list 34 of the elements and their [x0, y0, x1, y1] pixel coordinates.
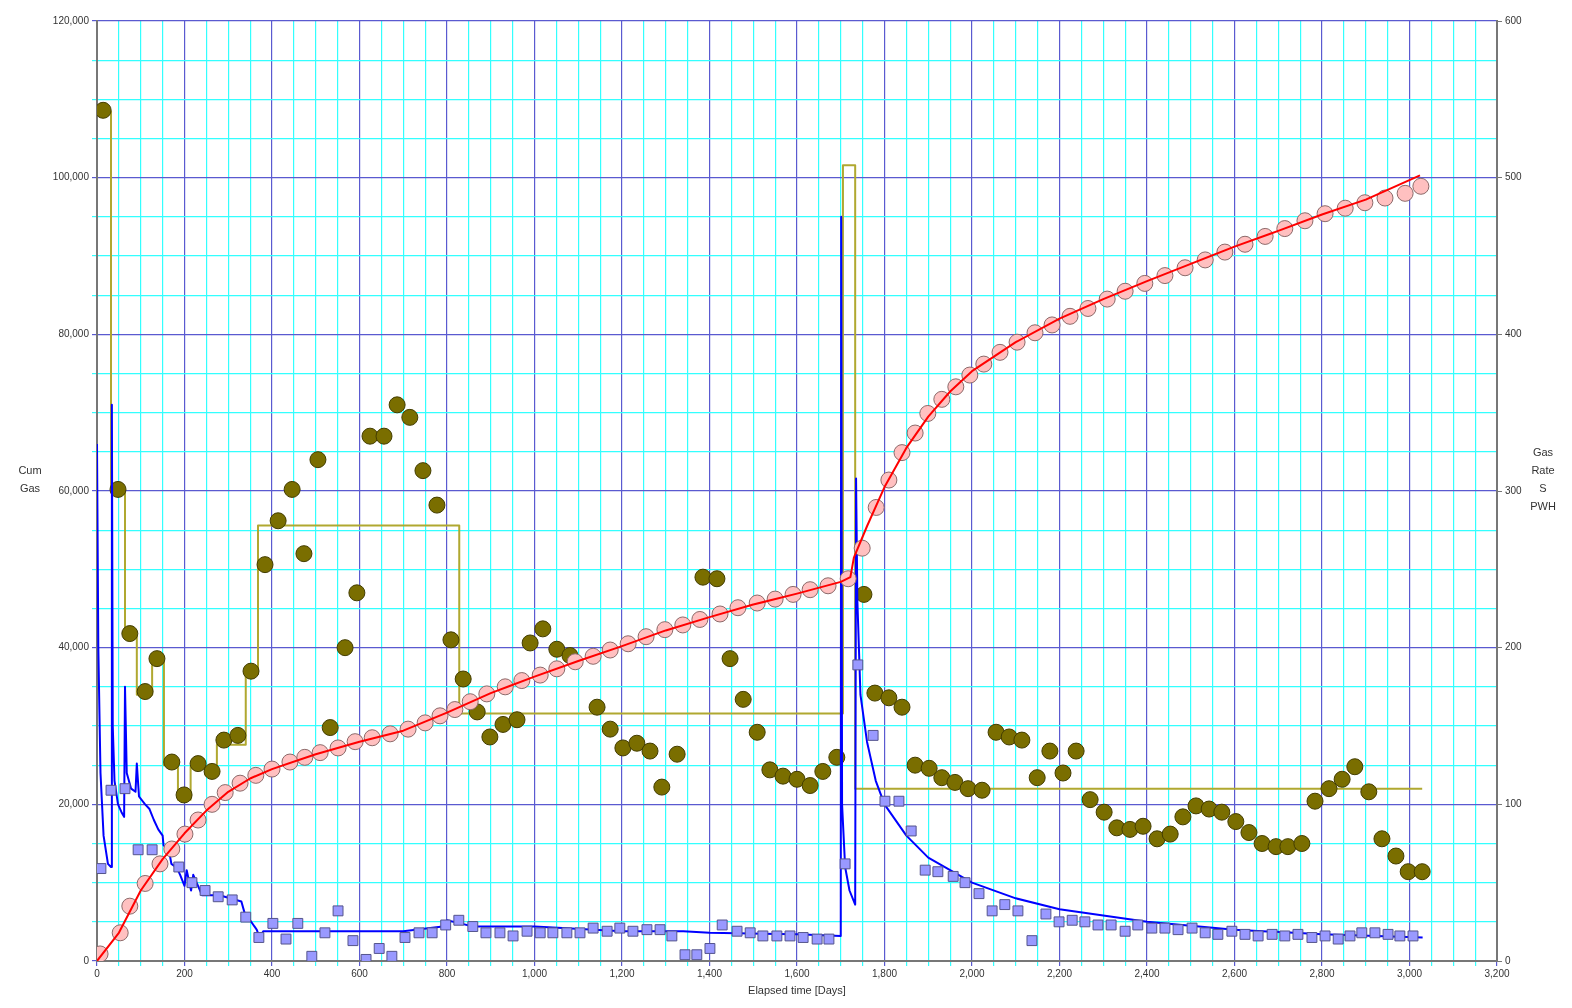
- y2-tick-label: 0: [1505, 954, 1511, 966]
- y-tick-label: 80,000: [58, 328, 90, 340]
- x-tick-label: 3,000: [1396, 967, 1423, 979]
- x-tick-label: 1,000: [521, 967, 548, 979]
- x-axis-title: Elapsed time [Days]: [748, 984, 846, 997]
- y-tick-label: 120,000: [52, 14, 90, 26]
- y2-tick-label: 100: [1505, 798, 1523, 810]
- x-tick-label: 0: [94, 967, 101, 979]
- x-tick-label: 3,200: [1484, 967, 1510, 979]
- x-tick-label: 2,200: [1046, 967, 1073, 979]
- x-tick-label: 1,400: [696, 967, 723, 979]
- y-tick-label: 100,000: [52, 171, 90, 183]
- x-tick-label: 1,200: [609, 967, 635, 979]
- y2-axis-title: Gas Rate S PWH: [1530, 446, 1556, 512]
- y-axis-title: Cum Gas: [18, 464, 42, 494]
- x-tick-label: 600: [351, 967, 369, 979]
- x-tick-label: 2,600: [1221, 967, 1248, 979]
- x-tick-label: 800: [438, 967, 456, 979]
- x-tick-label: 1,800: [871, 967, 898, 979]
- y2-tick-label: 400: [1505, 328, 1523, 340]
- y2-tick-label: 600: [1505, 14, 1523, 26]
- y-tick-label: 0: [83, 954, 90, 966]
- y-tick-label: 40,000: [58, 641, 90, 653]
- y2-tick-label: 300: [1505, 484, 1523, 496]
- x-tick-label: 200: [176, 967, 194, 979]
- y-tick-label: 60,000: [58, 484, 90, 496]
- x-tick-label: 1,600: [784, 967, 810, 979]
- x-tick-label: 2,800: [1309, 967, 1335, 979]
- x-tick-label: 2,400: [1134, 967, 1160, 979]
- y2-tick-label: 200: [1505, 641, 1523, 653]
- x-tick-label: 400: [263, 967, 281, 979]
- y-tick-label: 20,000: [58, 798, 90, 810]
- x-tick-label: 2,000: [959, 967, 985, 979]
- y2-tick-label: 500: [1505, 171, 1523, 183]
